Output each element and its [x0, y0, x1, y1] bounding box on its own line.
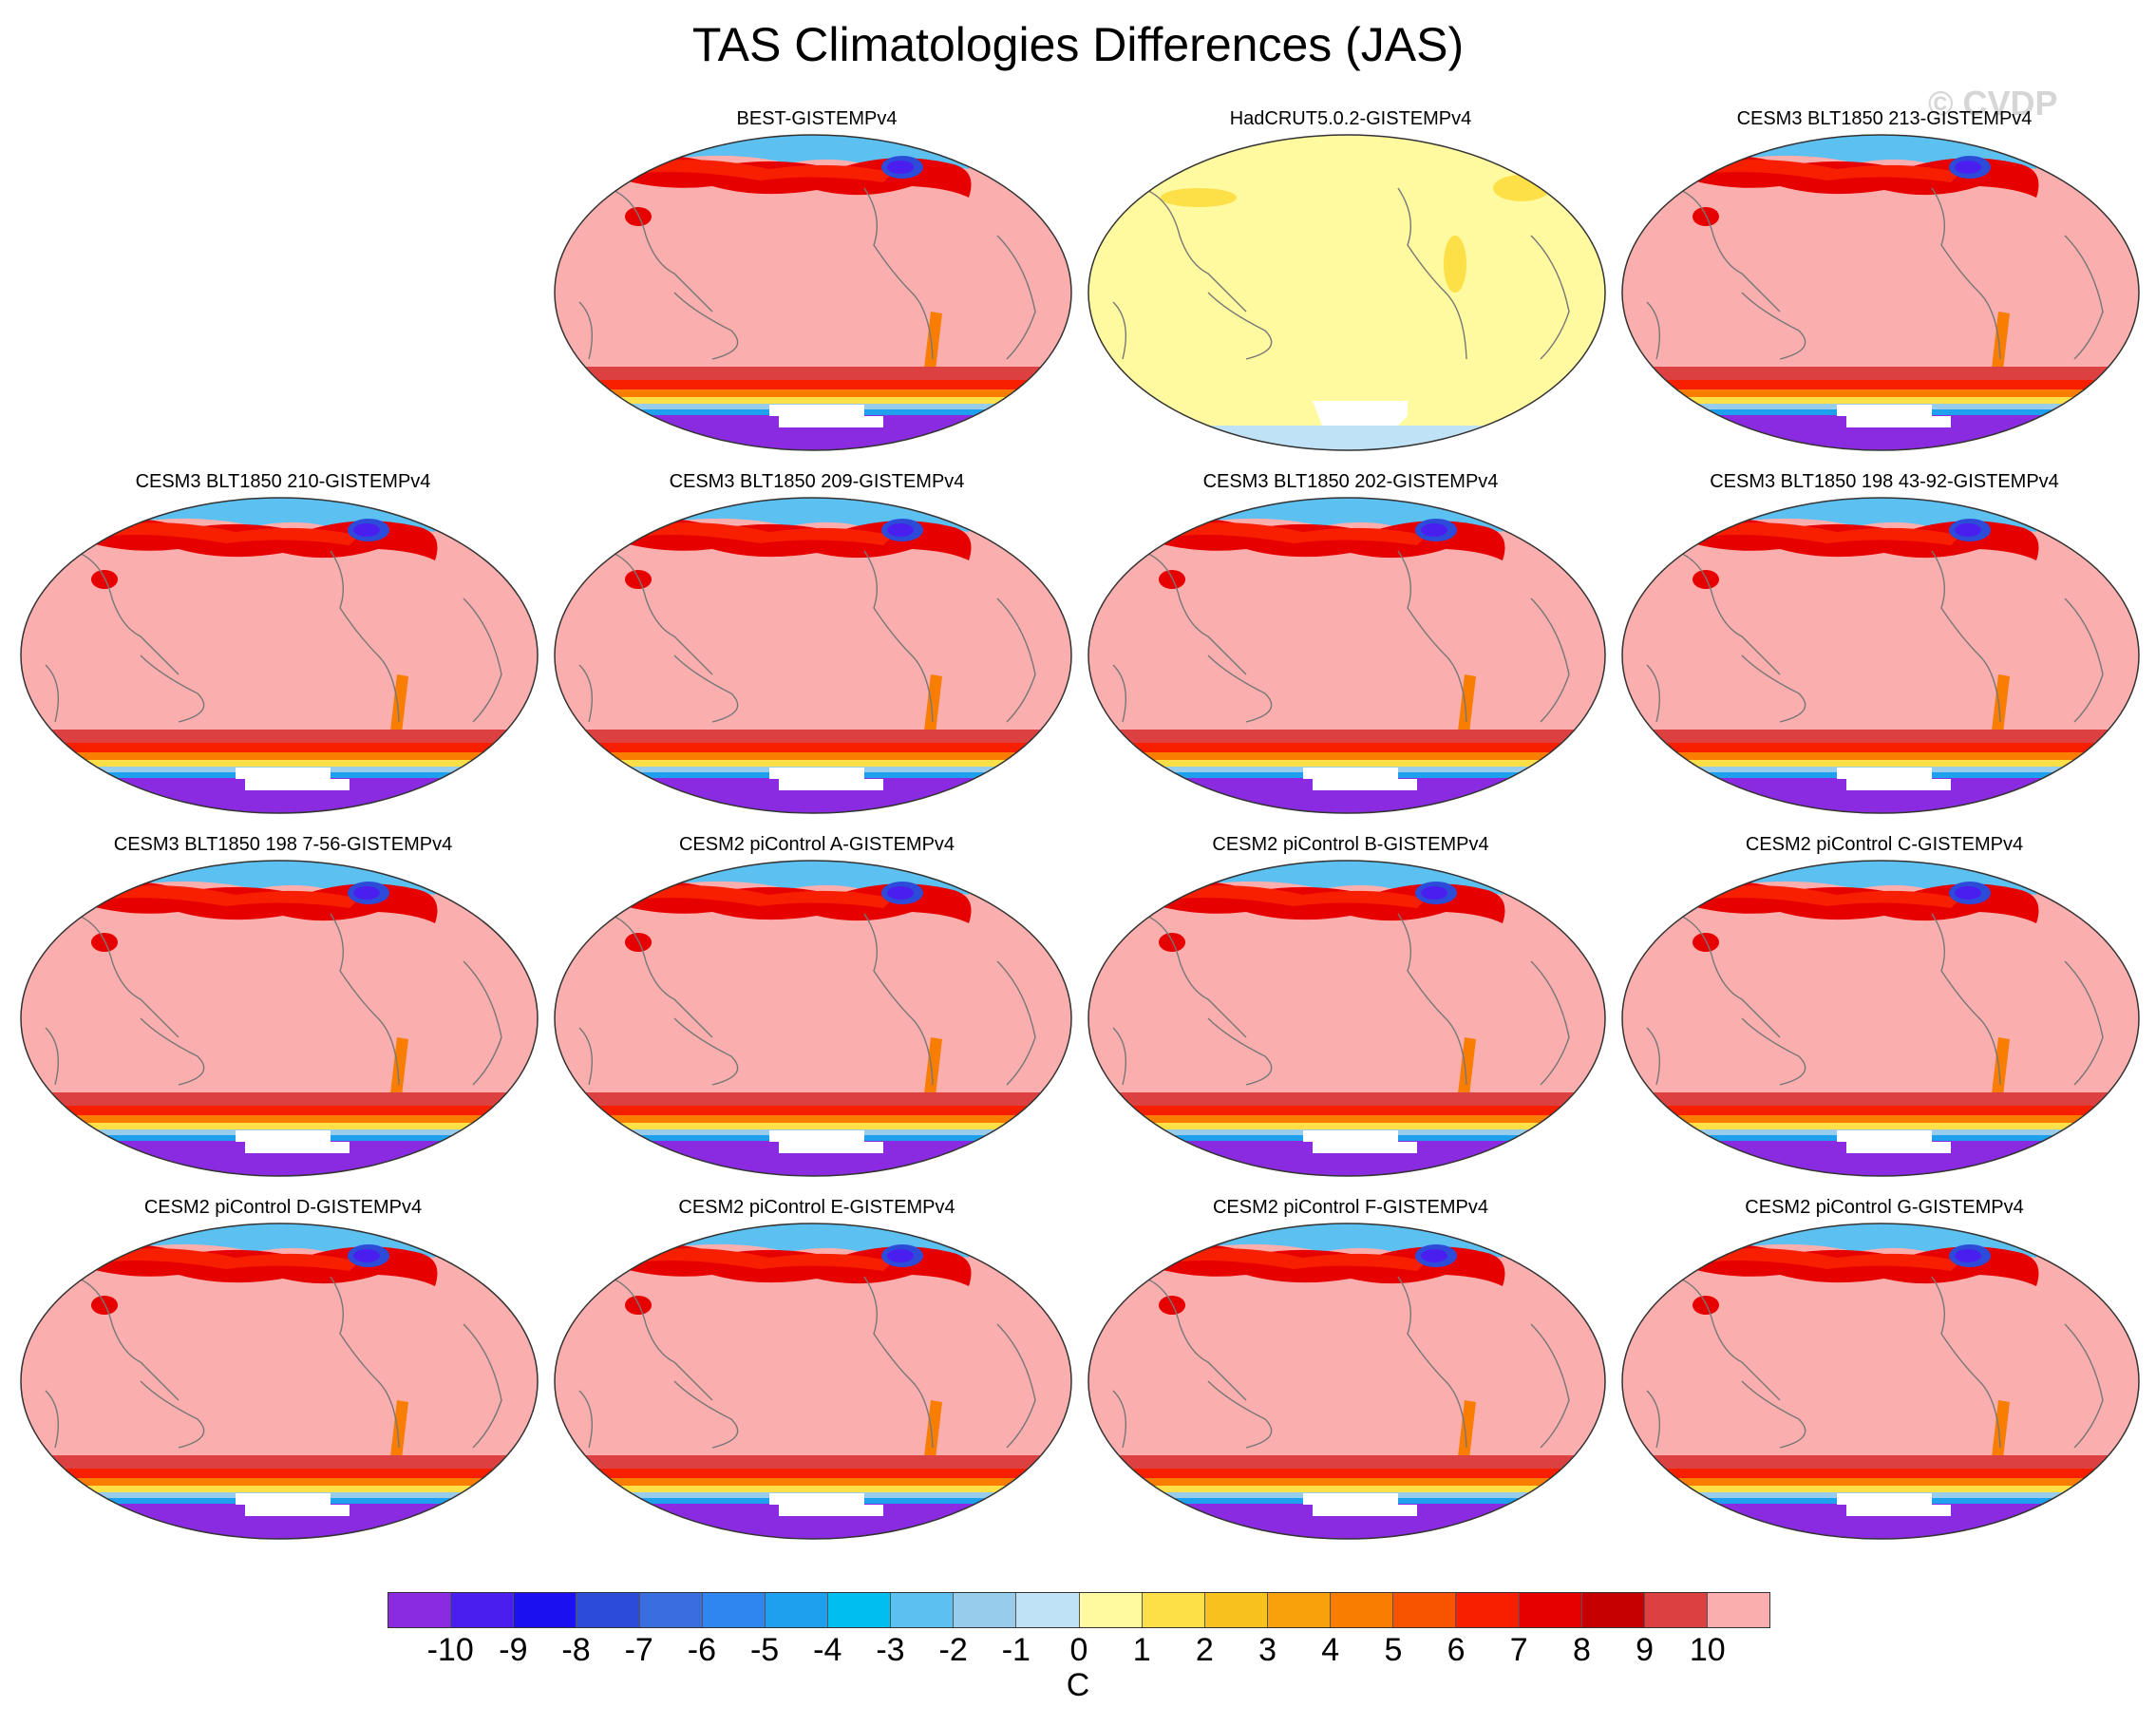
colorbar-tick-label: -8	[561, 1632, 591, 1668]
panel-title: CESM3 BLT1850 198 7-56-GISTEMPv4	[113, 834, 453, 855]
colorbar-tick-label: -9	[499, 1632, 528, 1668]
map-panel: HadCRUT5.0.2-GISTEMPv4	[1085, 108, 1617, 460]
world-map	[1087, 134, 1606, 451]
colorbar-tick-label: 6	[1447, 1632, 1466, 1668]
colorbar-box	[514, 1593, 577, 1627]
colorbar-tick-label: -6	[687, 1632, 717, 1668]
panel-title: CESM2 piControl D-GISTEMPv4	[143, 1197, 423, 1218]
map-panel: CESM3 BLT1850 213-GISTEMPv4	[1618, 108, 2150, 460]
colorbar-tick-label: 10	[1689, 1632, 1726, 1668]
map-panel: CESM2 piControl A-GISTEMPv4	[551, 834, 1083, 1185]
world-map	[20, 860, 539, 1177]
panel-title: BEST-GISTEMPv4	[736, 108, 898, 129]
colorbar-box	[451, 1593, 515, 1627]
colorbar-box	[388, 1593, 452, 1627]
world-map	[1621, 134, 2140, 451]
world-map	[1087, 1223, 1606, 1540]
panel-title: CESM3 BLT1850 213-GISTEMPv4	[1736, 108, 2033, 129]
panel-title: CESM2 piControl E-GISTEMPv4	[678, 1197, 955, 1218]
colorbar-box	[1331, 1593, 1394, 1627]
colorbar-tick-label: 2	[1195, 1632, 1214, 1668]
map-panel: CESM2 piControl G-GISTEMPv4	[1618, 1197, 2150, 1548]
world-map	[1087, 497, 1606, 814]
watermark: © CVDP	[1928, 84, 2058, 123]
colorbar-tick-label: -10	[426, 1632, 474, 1668]
colorbar-tick-label: -5	[749, 1632, 780, 1668]
colorbar-tick-label: 4	[1321, 1632, 1340, 1668]
colorbar-tick-label: 3	[1258, 1632, 1277, 1668]
colorbar-tick-label: -7	[624, 1632, 653, 1668]
world-map	[1621, 497, 2140, 814]
colorbar-box	[1644, 1593, 1708, 1627]
map-panel: CESM3 BLT1850 209-GISTEMPv4	[551, 471, 1083, 823]
figure-title: TAS Climatologies Differences (JAS)	[691, 18, 1465, 71]
colorbar	[388, 1592, 1770, 1628]
panel-title: CESM3 BLT1850 198 43-92-GISTEMPv4	[1710, 471, 2059, 492]
world-map	[554, 860, 1072, 1177]
panel-title: CESM3 BLT1850 202-GISTEMPv4	[1202, 471, 1499, 492]
world-map	[20, 1223, 539, 1540]
map-panel: CESM2 piControl B-GISTEMPv4	[1085, 834, 1617, 1185]
world-map	[554, 134, 1072, 451]
colorbar-box	[765, 1593, 828, 1627]
panel-title: HadCRUT5.0.2-GISTEMPv4	[1229, 108, 1472, 129]
colorbar-box	[827, 1593, 892, 1627]
colorbar-box	[891, 1593, 955, 1627]
panel-title: CESM2 piControl B-GISTEMPv4	[1212, 834, 1489, 855]
panel-title: CESM2 piControl F-GISTEMPv4	[1212, 1197, 1489, 1218]
world-map	[1621, 860, 2140, 1177]
panel-title: CESM3 BLT1850 209-GISTEMPv4	[669, 471, 965, 492]
map-panel: CESM2 piControl F-GISTEMPv4	[1085, 1197, 1617, 1548]
map-panel: CESM2 piControl D-GISTEMPv4	[17, 1197, 549, 1548]
world-map	[20, 497, 539, 814]
colorbar-box	[577, 1593, 640, 1627]
world-map	[554, 497, 1072, 814]
colorbar-tick-label: -4	[813, 1632, 842, 1668]
map-panel: CESM3 BLT1850 198 7-56-GISTEMPv4	[17, 834, 549, 1185]
colorbar-box	[1204, 1593, 1268, 1627]
colorbar-box	[1016, 1593, 1080, 1627]
map-panel: CESM2 piControl E-GISTEMPv4	[551, 1197, 1083, 1548]
map-panel: BEST-GISTEMPv4	[551, 108, 1083, 460]
colorbar-tick-label: 0	[1069, 1632, 1088, 1668]
colorbar-box	[1456, 1593, 1520, 1627]
map-panel: CESM3 BLT1850 198 43-92-GISTEMPv4	[1618, 471, 2150, 823]
colorbar-box	[639, 1593, 703, 1627]
world-map	[1087, 860, 1606, 1177]
colorbar-tick-label: -1	[1001, 1632, 1031, 1668]
colorbar-box	[1079, 1593, 1143, 1627]
colorbar-tick-label: 5	[1384, 1632, 1403, 1668]
world-map	[1621, 1223, 2140, 1540]
colorbar-tick-label: 1	[1132, 1632, 1151, 1668]
colorbar-box	[1142, 1593, 1205, 1627]
world-map	[554, 1223, 1072, 1540]
colorbar-tick-label: -2	[938, 1632, 968, 1668]
colorbar-tick-label: 7	[1509, 1632, 1528, 1668]
panel-title: CESM2 piControl A-GISTEMPv4	[678, 834, 955, 855]
colorbar-box	[1519, 1593, 1582, 1627]
map-panel: CESM3 BLT1850 202-GISTEMPv4	[1085, 471, 1617, 823]
panel-title: CESM2 piControl G-GISTEMPv4	[1745, 1197, 2024, 1218]
colorbar-units: C	[1066, 1667, 1090, 1703]
panel-title: CESM3 BLT1850 210-GISTEMPv4	[135, 471, 431, 492]
colorbar-box	[954, 1593, 1017, 1627]
colorbar-box	[1707, 1593, 1770, 1627]
colorbar-box	[1581, 1593, 1645, 1627]
colorbar-tick-label: -3	[876, 1632, 905, 1668]
colorbar-tick-label: 9	[1636, 1632, 1655, 1668]
colorbar-box	[702, 1593, 766, 1627]
colorbar-tick-label: 8	[1572, 1632, 1591, 1668]
colorbar-box	[1267, 1593, 1332, 1627]
map-panel: CESM3 BLT1850 210-GISTEMPv4	[17, 471, 549, 823]
panel-title: CESM2 piControl C-GISTEMPv4	[1745, 834, 2024, 855]
map-panel: CESM2 piControl C-GISTEMPv4	[1618, 834, 2150, 1185]
colorbar-box	[1393, 1593, 1457, 1627]
